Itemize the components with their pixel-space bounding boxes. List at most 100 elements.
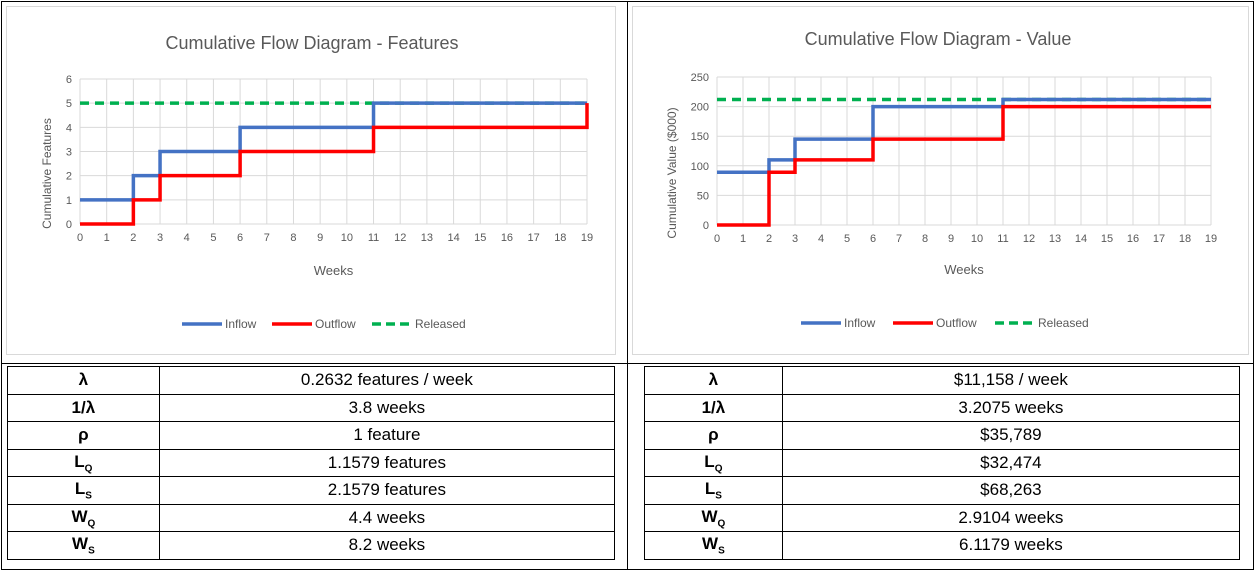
x-tick-label: 19 — [1205, 233, 1217, 245]
x-tick-label: 16 — [1127, 233, 1139, 245]
table-row: WQ 2.9104 weeks — [644, 503, 1241, 532]
x-tick-label: 15 — [1101, 233, 1113, 245]
chart-title: Cumulative Flow Diagram - Value — [805, 29, 1072, 49]
series-inflow-line — [80, 101, 587, 202]
table-row: WS 6.1179 weeks — [644, 531, 1241, 560]
metric-symbol-text: λ — [78, 370, 89, 390]
metric-value: $32,474 — [781, 448, 1241, 477]
metric-symbol: LQ — [644, 448, 783, 477]
metric-subscript: S — [715, 490, 722, 502]
x-axis-label: Weeks — [944, 262, 984, 277]
x-tick-label: 0 — [714, 233, 720, 245]
legend-label-outflow: Outflow — [315, 317, 356, 331]
x-tick-label: 1 — [104, 232, 110, 244]
x-tick-label: 7 — [264, 232, 270, 244]
x-tick-label: 18 — [1179, 233, 1191, 245]
column-divider — [627, 1, 628, 570]
legend-label-released: Released — [415, 317, 466, 331]
metric-value: $35,789 — [781, 421, 1241, 450]
x-tick-label: 4 — [184, 232, 190, 244]
x-tick-label: 17 — [528, 232, 540, 244]
metric-symbol-text: 1/λ — [701, 397, 726, 417]
table-row: λ 0.2632 features / week — [7, 366, 616, 395]
table-row: ρ 1 feature — [7, 421, 616, 450]
table-row: λ $11,158 / week — [644, 366, 1241, 395]
metric-value: 8.2 weeks — [158, 531, 616, 560]
x-tick-label: 19 — [581, 232, 593, 244]
x-tick-label: 11 — [368, 232, 379, 244]
y-tick-label: 5 — [66, 98, 72, 110]
metric-symbol: LQ — [7, 448, 160, 477]
metric-value: 1 feature — [158, 421, 616, 450]
y-tick-label: 150 — [691, 131, 709, 143]
value-chart-panel: Cumulative Flow Diagram - Value 0 1 2 3 4 5 6 7 8… — [632, 6, 1249, 355]
value-metrics-table: λ $11,158 / week 1/λ 3.2075 weeks ρ $35,789 LQ… — [644, 366, 1241, 560]
y-tick-label: 50 — [697, 190, 709, 202]
x-tick-label: 14 — [1075, 233, 1087, 245]
y-tick-label: 2 — [66, 171, 72, 183]
features-chart-panel: Cumulative Flow Diagram - Features 0 1 2 3 4 5… — [6, 6, 616, 355]
x-tick-label: 13 — [421, 232, 433, 244]
chart-title: Cumulative Flow Diagram - Features — [165, 33, 458, 53]
x-tick-label: 18 — [554, 232, 566, 244]
metric-subscript: Q — [84, 462, 93, 474]
metric-symbol: λ — [7, 366, 160, 395]
x-tick-label: 11 — [997, 233, 1008, 245]
x-tick-label: 3 — [792, 233, 798, 245]
metric-value: 0.2632 features / week — [158, 366, 616, 395]
metric-symbol: WQ — [644, 503, 783, 532]
x-tick-label: 9 — [317, 232, 323, 244]
metric-value: 2.1579 features — [158, 476, 616, 505]
x-tick-label: 14 — [447, 232, 459, 244]
legend-label-released: Released — [1038, 316, 1089, 330]
x-tick-label: 15 — [474, 232, 486, 244]
x-tick-label: 8 — [922, 233, 928, 245]
metric-value: 1.1579 features — [158, 448, 616, 477]
metric-subscript: Q — [87, 517, 96, 529]
metric-value: 4.4 weeks — [158, 503, 616, 532]
metric-value: 6.1179 weeks — [781, 531, 1241, 560]
x-tick-label: 5 — [210, 232, 216, 244]
x-tick-label: 7 — [896, 233, 902, 245]
table-row: WQ 4.4 weeks — [7, 503, 616, 532]
metric-symbol-text: L — [74, 451, 85, 471]
metric-symbol-text: ρ — [78, 425, 89, 445]
x-tick-label: 6 — [870, 233, 876, 245]
x-tick-label: 1 — [740, 233, 746, 245]
metric-symbol: λ — [644, 366, 783, 395]
table-row: 1/λ 3.8 weeks — [7, 393, 616, 422]
x-tick-label: 12 — [394, 232, 406, 244]
metric-value: 3.2075 weeks — [781, 393, 1241, 422]
x-tick-label: 16 — [501, 232, 513, 244]
metric-symbol-text: W — [72, 534, 89, 554]
features-metrics-table: λ 0.2632 features / week 1/λ 3.8 weeks ρ 1 fe… — [7, 366, 616, 560]
y-tick-label: 4 — [66, 122, 72, 134]
x-tick-label: 2 — [130, 232, 136, 244]
metric-symbol: WQ — [7, 503, 160, 532]
y-tick-label: 3 — [66, 147, 72, 159]
x-tick-label: 2 — [766, 233, 772, 245]
table-row: LQ $32,474 — [644, 448, 1241, 477]
metric-symbol-text: W — [701, 506, 718, 526]
metric-symbol-text: ρ — [708, 425, 719, 445]
metric-subscript: Q — [714, 462, 723, 474]
x-tick-label: 8 — [290, 232, 296, 244]
x-tick-label: 13 — [1049, 233, 1061, 245]
x-tick-label: 4 — [818, 233, 824, 245]
metric-symbol-text: W — [702, 534, 719, 554]
x-tick-label: 12 — [1023, 233, 1035, 245]
metric-symbol-text: W — [71, 506, 88, 526]
metric-symbol: 1/λ — [644, 393, 783, 422]
metric-symbol-text: L — [704, 479, 716, 499]
metric-value: $11,158 / week — [781, 366, 1241, 395]
metric-symbol-text: L — [74, 479, 86, 499]
x-tick-label: 6 — [237, 232, 243, 244]
table-row: LQ 1.1579 features — [7, 448, 616, 477]
x-tick-label: 10 — [971, 233, 983, 245]
series-outflow-line — [80, 103, 589, 226]
metric-subscript: S — [85, 490, 92, 502]
y-tick-label: 0 — [703, 220, 709, 232]
metric-symbol: LS — [644, 476, 783, 505]
